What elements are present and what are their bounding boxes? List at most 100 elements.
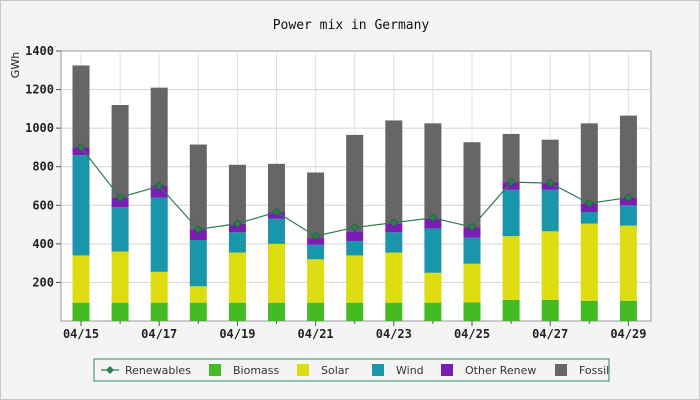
bar-solar [111,251,129,303]
bar-wind [189,240,207,287]
x-axis-ticks: 04/15 04/17 04/19 04/21 04/23 04/25 04/27 04/29 [63,321,646,341]
bar-solar [580,223,598,301]
bars-layer [72,65,637,321]
bar-wind [307,244,325,260]
bar-solar [307,259,325,303]
y-tick-label: 1400 [25,44,54,58]
bar-biomass [228,302,246,321]
bar-biomass [307,302,325,321]
legend-swatch-wind [372,364,384,376]
x-tick-label: 04/17 [141,327,177,341]
bar-other-renew [424,217,442,229]
x-tick-label: 04/27 [532,327,568,341]
bar-other-renew [385,223,403,233]
renewables-point [428,213,438,223]
x-tick-label: 04/25 [454,327,490,341]
bar-wind [619,205,637,226]
bar-wind [150,197,168,272]
bar-biomass [502,299,520,321]
legend: Renewables Biomass Solar Wind Other Renew Fos… [93,358,610,382]
bar-solar [463,263,481,303]
renewables-point [115,193,125,202]
bar-fossil [385,120,403,224]
bar-fossil [346,134,364,232]
bar-solar [502,236,520,300]
y-axis-ticks: 200 400 600 800 1000 1200 1400 [25,44,61,289]
bar-solar [189,286,207,303]
bar-other-renew [111,197,129,208]
bar-fossil [72,65,90,148]
bar-biomass [150,302,168,321]
bar-wind [424,228,442,273]
y-tick-label: 600 [32,198,54,212]
bar-biomass [385,302,403,321]
renewables-point [584,198,594,208]
bar-fossil [189,144,207,230]
bar-fossil [580,123,598,204]
bar-solar [619,225,637,301]
renewables-point [154,181,164,191]
bar-fossil [307,172,325,239]
bar-biomass [541,299,559,321]
legend-label-fossil: Fossil [579,364,609,377]
bar-solar [72,255,90,303]
legend-label-solar: Solar [321,364,350,377]
x-tick-label: 04/29 [610,327,646,341]
bar-fossil [268,163,285,213]
x-tick-label: 04/21 [298,327,334,341]
bar-fossil [111,105,129,198]
bar-wind [502,189,520,237]
legend-swatch-fossil [555,364,567,376]
legend-swatch-biomass [209,364,221,376]
renewables-point [545,178,555,188]
bar-wind [385,232,403,253]
renewables-point [76,143,86,152]
y-tick-label: 1200 [25,83,54,97]
legend-label-renewables: Renewables [125,364,191,377]
y-axis-title: GWh [9,52,22,78]
bar-biomass [346,302,364,321]
bar-solar [346,255,364,303]
bar-wind [580,212,598,224]
y-tick-label: 800 [32,160,54,174]
legend-renewables-marker [106,366,114,374]
legend-swatch-solar [297,364,309,376]
bar-wind [346,240,364,256]
y-tick-label: 400 [32,237,54,251]
chart-title: Power mix in Germany [273,18,430,33]
bar-wind [268,218,285,244]
bar-wind [228,232,246,253]
bar-wind [463,237,481,264]
bar-fossil [424,123,442,218]
renewables-point [272,207,281,217]
bar-biomass [72,302,90,321]
bar-fossil [463,142,481,228]
bar-solar [541,231,559,300]
bar-other-renew [150,186,168,198]
legend-box [93,358,610,382]
bar-other-renew [346,231,364,241]
bar-fossil [541,139,559,183]
legend-label-other-renew: Other Renew [465,364,536,377]
bar-solar [150,271,168,303]
bar-wind [72,155,90,256]
renewables-point [623,193,633,202]
bar-solar [228,252,246,303]
x-tick-label: 04/23 [376,327,412,341]
bar-solar [268,243,285,303]
bar-biomass [619,300,637,321]
bar-biomass [111,302,129,321]
renewables-line-layer [76,143,633,241]
renewables-point [232,219,242,229]
bar-fossil [619,115,637,198]
renewables-point [193,224,203,234]
bar-biomass [463,302,481,321]
bar-fossil [228,164,246,224]
bar-biomass [580,300,598,321]
renewables-point [389,218,399,228]
bar-solar [424,272,442,303]
renewables-point [350,223,360,232]
bar-wind [111,207,129,252]
